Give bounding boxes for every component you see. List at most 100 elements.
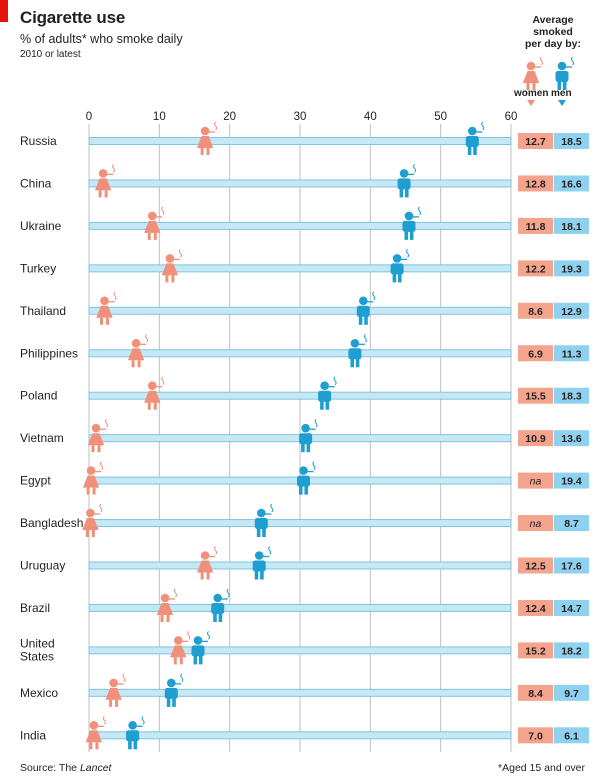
avg-header-line-3: per day by:: [524, 38, 582, 50]
country-label-line: Ukraine: [20, 219, 62, 233]
country-label-line: Uruguay: [20, 559, 65, 573]
woman-smoking-icon: [85, 715, 106, 750]
icon-leg: [218, 613, 223, 622]
icon-leg: [473, 146, 477, 155]
icon-body: [522, 71, 540, 83]
icon-head: [148, 381, 157, 390]
woman-smoking-icon: [161, 249, 182, 283]
icon-leg: [306, 443, 311, 453]
icon-body: [252, 560, 266, 572]
row-bar: [88, 519, 512, 528]
avg-value-men: 18.5: [561, 136, 582, 148]
icon-smoke: [145, 333, 149, 343]
icon-smoke: [372, 291, 376, 301]
avg-value-women: 12.2: [525, 263, 546, 275]
icon-leg: [172, 697, 176, 707]
icon-smoke: [174, 588, 177, 598]
man-smoking-icon: [126, 715, 145, 750]
man-smoking-icon: [356, 291, 376, 325]
woman-smoking-icon: [82, 461, 104, 495]
icon-body: [555, 71, 569, 82]
icon-head: [392, 254, 402, 263]
avg-box-women: [518, 642, 553, 659]
icon-leg: [526, 83, 530, 90]
avg-value-men: 18.1: [561, 221, 582, 233]
row-bar: [88, 391, 512, 400]
icon-leg: [131, 360, 135, 368]
icon-body: [297, 475, 310, 487]
man-smoking-icon: [299, 418, 318, 453]
icon-body: [211, 603, 225, 614]
x-tick-label: 0: [86, 111, 92, 123]
icon-head: [557, 61, 567, 71]
row-bar: [88, 264, 512, 273]
avg-box-men: [554, 133, 589, 149]
icon-smoke: [312, 461, 316, 470]
country-label: Bangladesh: [20, 516, 83, 530]
icon-leg: [532, 83, 536, 90]
country-label: Uruguay: [20, 559, 65, 573]
legend-man-icon: [555, 56, 574, 90]
avg-box-women: [518, 557, 553, 574]
country-label: Mexico: [20, 686, 58, 700]
icon-leg: [85, 530, 89, 537]
avg-value-men: 9.7: [564, 688, 579, 700]
country-label: United States: [20, 636, 55, 663]
avg-box-men: [554, 387, 589, 404]
legend-men-label: men: [551, 88, 572, 99]
icon-body: [126, 730, 140, 742]
icon-body: [299, 433, 313, 445]
avg-value-women: 15.2: [525, 645, 546, 657]
icon-leg: [106, 317, 109, 325]
country-label-line: India: [20, 728, 46, 742]
man-smoking-icon: [348, 333, 367, 368]
icon-body: [105, 687, 122, 700]
icon-leg: [200, 148, 204, 155]
icon-head: [254, 551, 264, 560]
avg-box-women: [518, 387, 553, 404]
icon-smoke: [122, 673, 126, 683]
country-label: Vietnam: [20, 431, 64, 445]
icon-smoke: [100, 461, 104, 470]
icon-leg: [320, 400, 324, 410]
icon-smoke: [363, 333, 367, 343]
icon-body: [144, 220, 161, 233]
icon-head: [200, 551, 210, 560]
icon-body: [170, 645, 187, 658]
avg-value-women: 15.5: [525, 391, 546, 403]
country-label-line: United: [20, 636, 55, 650]
icon-smoke: [406, 249, 410, 258]
icon-body: [196, 560, 214, 573]
icon-leg: [115, 699, 119, 707]
woman-smoking-icon: [94, 164, 116, 198]
country-label-line: States: [20, 649, 54, 663]
avg-value-women: 6.9: [528, 348, 543, 360]
icon-leg: [104, 190, 108, 198]
row-bar: [88, 731, 512, 740]
avg-box-men: [554, 302, 589, 319]
avg-value-men: 17.6: [561, 561, 582, 573]
avg-box-men: [554, 430, 589, 447]
man-smoking-icon: [191, 631, 210, 665]
icon-leg: [92, 487, 96, 495]
country-label: Russia: [20, 134, 57, 148]
icon-leg: [299, 485, 303, 495]
icon-head: [167, 678, 176, 688]
icon-leg: [404, 230, 409, 240]
country-label-line: Turkey: [20, 261, 56, 275]
icon-leg: [86, 487, 90, 495]
icon-smoke: [113, 291, 117, 301]
row-bar: [88, 221, 512, 230]
icon-body: [164, 687, 178, 699]
icon-leg: [98, 190, 102, 198]
icon-head: [320, 381, 329, 390]
icon-head: [165, 254, 175, 263]
avg-value-men: 16.6: [561, 178, 582, 190]
x-tick-label: 60: [505, 111, 518, 123]
avg-box-women: [518, 684, 553, 701]
avg-box-women: [518, 345, 553, 362]
icon-smoke: [180, 673, 184, 683]
brand-mark: [0, 0, 8, 22]
legend-men-arrow: [558, 100, 566, 106]
icon-leg: [171, 275, 175, 283]
